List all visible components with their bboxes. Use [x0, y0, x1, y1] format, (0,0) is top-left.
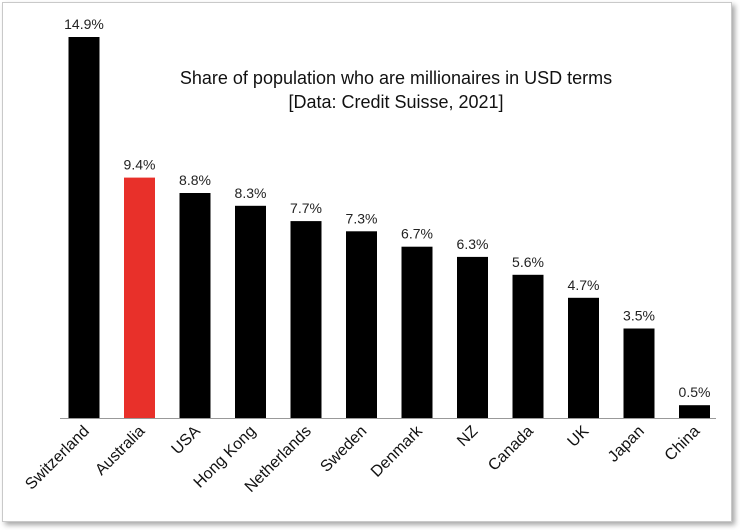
bar-china — [679, 405, 710, 418]
bar-netherlands — [290, 221, 322, 418]
bar-switzerland — [68, 37, 100, 418]
category-label-uk: UK — [565, 423, 593, 451]
value-label-switzerland: 14.9% — [64, 16, 104, 32]
category-label-australia: Australia — [92, 423, 148, 479]
category-label-sweden: Sweden — [317, 423, 370, 476]
value-label-australia: 9.4% — [124, 157, 156, 173]
value-label-nz: 6.3% — [457, 236, 489, 252]
chart-subtitle: [Data: Credit Suisse, 2021] — [288, 92, 503, 112]
bar-sweden — [346, 231, 377, 418]
bar-denmark — [401, 246, 433, 418]
category-label-denmark: Denmark — [368, 422, 427, 481]
bar-hong-kong — [235, 205, 266, 418]
bar-nz — [457, 256, 488, 418]
bar-japan — [623, 328, 655, 418]
category-label-china: China — [662, 423, 704, 465]
chart-title: Share of population who are millionaires… — [180, 68, 612, 88]
category-label-canada: Canada — [485, 423, 537, 475]
category-label-switzerland: Switzerland — [22, 423, 93, 494]
bar-australia — [124, 177, 155, 418]
value-label-denmark: 6.7% — [401, 226, 433, 242]
bar-canada — [512, 274, 544, 418]
value-label-sweden: 7.3% — [346, 210, 378, 226]
bars-group — [68, 37, 710, 418]
value-label-japan: 3.5% — [623, 308, 655, 324]
category-label-nz: NZ — [454, 423, 481, 450]
value-labels-group: 14.9% 9.4% 8.8% 8.3% 7.7% 7.3% 6.7% 6.3% 5.6% 4.7… — [64, 16, 710, 400]
value-label-usa: 8.8% — [179, 172, 211, 188]
bar-uk — [568, 297, 599, 418]
value-label-uk: 4.7% — [568, 277, 600, 293]
value-label-canada: 5.6% — [512, 254, 544, 270]
value-label-china: 0.5% — [679, 384, 711, 400]
value-label-hong-kong: 8.3% — [235, 185, 267, 201]
category-label-usa: USA — [169, 423, 205, 459]
bar-usa — [179, 193, 211, 418]
category-label-japan: Japan — [605, 423, 648, 466]
value-label-netherlands: 7.7% — [290, 200, 322, 216]
